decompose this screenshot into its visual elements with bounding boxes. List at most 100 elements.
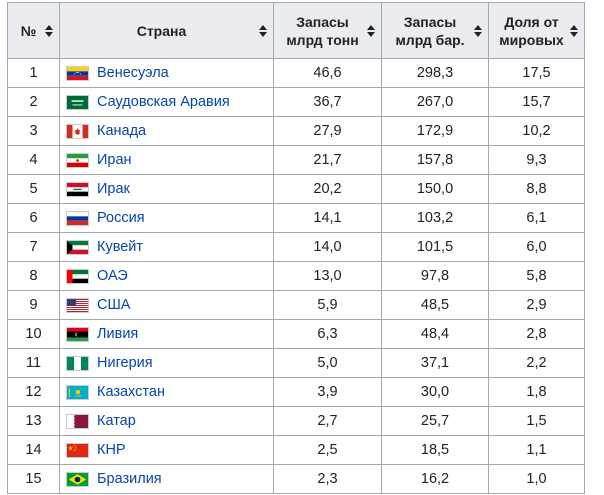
header-world-share-line1: Доля от (504, 13, 559, 30)
header-reserves-tons-line2: млрд тонн (286, 31, 359, 48)
reserves-barrels-cell: 298,3 (381, 58, 489, 88)
country-link[interactable]: Саудовская Аравия (97, 94, 230, 110)
header-world-share[interactable]: Доля от мировых (488, 2, 585, 59)
header-reserves-barrels-line1: Запасы (403, 13, 457, 30)
country-cell: Казахстан (59, 377, 274, 407)
country-cell: КНР (59, 435, 274, 465)
country-link[interactable]: Бразилия (97, 471, 162, 487)
row-number: 4 (7, 145, 60, 175)
reserves-tons-cell: 36,7 (273, 87, 382, 117)
country-wrap: Нигерия (66, 355, 267, 371)
country-cell: Саудовская Аравия (59, 87, 274, 117)
country-link[interactable]: Нигерия (97, 355, 153, 371)
reserves-barrels-cell: 16,2 (381, 464, 489, 494)
row-number: 15 (7, 464, 60, 494)
country-link[interactable]: Канада (97, 123, 147, 139)
country-wrap: Ирак (66, 181, 267, 197)
country-wrap: Кувейт (66, 239, 267, 255)
iraq-flag[interactable] (66, 181, 89, 197)
row-number: 12 (7, 377, 60, 407)
china-flag[interactable] (66, 442, 89, 458)
row-number: 13 (7, 406, 60, 436)
header-country-label: Страна (136, 22, 187, 39)
country-wrap: Россия (66, 210, 267, 226)
row-number: 5 (7, 174, 60, 204)
country-wrap: Ливия (66, 326, 267, 342)
kuwait-flag[interactable] (66, 239, 89, 255)
row-number: 10 (7, 319, 60, 349)
brazil-flag[interactable] (66, 471, 89, 487)
reserves-barrels-cell: 267,0 (381, 87, 489, 117)
kazakhstan-flag[interactable] (66, 384, 89, 400)
country-cell: Иран (59, 145, 274, 175)
country-wrap: ОАЭ (66, 268, 267, 284)
country-link[interactable]: Кувейт (97, 239, 144, 255)
header-number[interactable]: № (7, 2, 60, 59)
row-number: 8 (7, 261, 60, 291)
table-row: 13 Катар 2,7 25,7 1,5 (7, 406, 585, 436)
country-link[interactable]: Катар (97, 413, 136, 429)
country-link[interactable]: КНР (97, 442, 126, 458)
country-link[interactable]: Иран (97, 152, 132, 168)
country-cell: Нигерия (59, 348, 274, 378)
world-share-cell: 8,8 (488, 174, 585, 204)
row-number: 9 (7, 290, 60, 320)
table-row: 11 Нигерия 5,0 37,1 2,2 (7, 348, 585, 378)
country-link[interactable]: Венесуэла (97, 65, 169, 81)
iran-flag[interactable] (66, 152, 89, 168)
country-cell: ОАЭ (59, 261, 274, 291)
country-link[interactable]: США (97, 297, 131, 313)
country-link[interactable]: Ливия (97, 326, 139, 342)
uae-flag[interactable] (66, 268, 89, 284)
table-row: 14 КНР 2,5 18,5 1,1 (7, 435, 585, 465)
country-cell: США (59, 290, 274, 320)
header-reserves-tons-line1: Запасы (296, 13, 349, 30)
table-row: 1 Венесуэла 46,6 298,3 17,5 (7, 58, 585, 88)
reserves-barrels-cell: 25,7 (381, 406, 489, 436)
world-share-cell: 1,5 (488, 406, 585, 436)
country-link[interactable]: Казахстан (97, 384, 165, 400)
world-share-cell: 10,2 (488, 116, 585, 146)
reserves-barrels-cell: 48,5 (381, 290, 489, 320)
country-wrap: Бразилия (66, 471, 267, 487)
country-link[interactable]: ОАЭ (97, 268, 128, 284)
sort-icon (259, 24, 267, 37)
header-number-label: № (20, 22, 37, 39)
reserves-tons-cell: 13,0 (273, 261, 382, 291)
table-row: 2 Саудовская Аравия 36,7 267,0 15,7 (7, 87, 585, 117)
table-body: 1 Венесуэла 46,6 298,3 17,5 2 Саудовская Арави… (7, 58, 585, 494)
libya-flag[interactable] (66, 326, 89, 342)
reserves-barrels-cell: 150,0 (381, 174, 489, 204)
header-reserves-tons[interactable]: Запасы млрд тонн (273, 2, 382, 59)
reserves-tons-cell: 3,9 (273, 377, 382, 407)
saudi-arabia-flag[interactable] (66, 94, 89, 110)
qatar-flag[interactable] (66, 413, 89, 429)
country-wrap: Венесуэла (66, 65, 267, 81)
country-cell: Канада (59, 116, 274, 146)
table-row: 5 Ирак 20,2 150,0 8,8 (7, 174, 585, 204)
header-reserves-barrels[interactable]: Запасы млрд бар. (381, 2, 489, 59)
nigeria-flag[interactable] (66, 355, 89, 371)
reserves-tons-cell: 5,0 (273, 348, 382, 378)
world-share-cell: 1,1 (488, 435, 585, 465)
world-share-cell: 1,8 (488, 377, 585, 407)
venezuela-flag[interactable] (66, 65, 89, 81)
table-row: 6 Россия 14,1 103,2 6,1 (7, 203, 585, 233)
country-link[interactable]: Ирак (97, 181, 130, 197)
oil-reserves-table-container: № Страна Запасы млрд тонн Запасы млрд ба… (7, 2, 585, 494)
header-country[interactable]: Страна (59, 2, 274, 59)
world-share-cell: 5,8 (488, 261, 585, 291)
header-reserves-barrels-line2: млрд бар. (395, 31, 465, 48)
table-row: 7 Кувейт 14,0 101,5 6,0 (7, 232, 585, 262)
reserves-tons-cell: 14,0 (273, 232, 382, 262)
reserves-barrels-cell: 172,9 (381, 116, 489, 146)
canada-flag[interactable] (66, 123, 89, 139)
sort-icon (367, 24, 375, 37)
reserves-tons-cell: 2,3 (273, 464, 382, 494)
russia-flag[interactable] (66, 210, 89, 226)
world-share-cell: 6,0 (488, 232, 585, 262)
country-link[interactable]: Россия (97, 210, 145, 226)
usa-flag[interactable] (66, 297, 89, 313)
sort-icon (45, 24, 53, 37)
row-number: 2 (7, 87, 60, 117)
